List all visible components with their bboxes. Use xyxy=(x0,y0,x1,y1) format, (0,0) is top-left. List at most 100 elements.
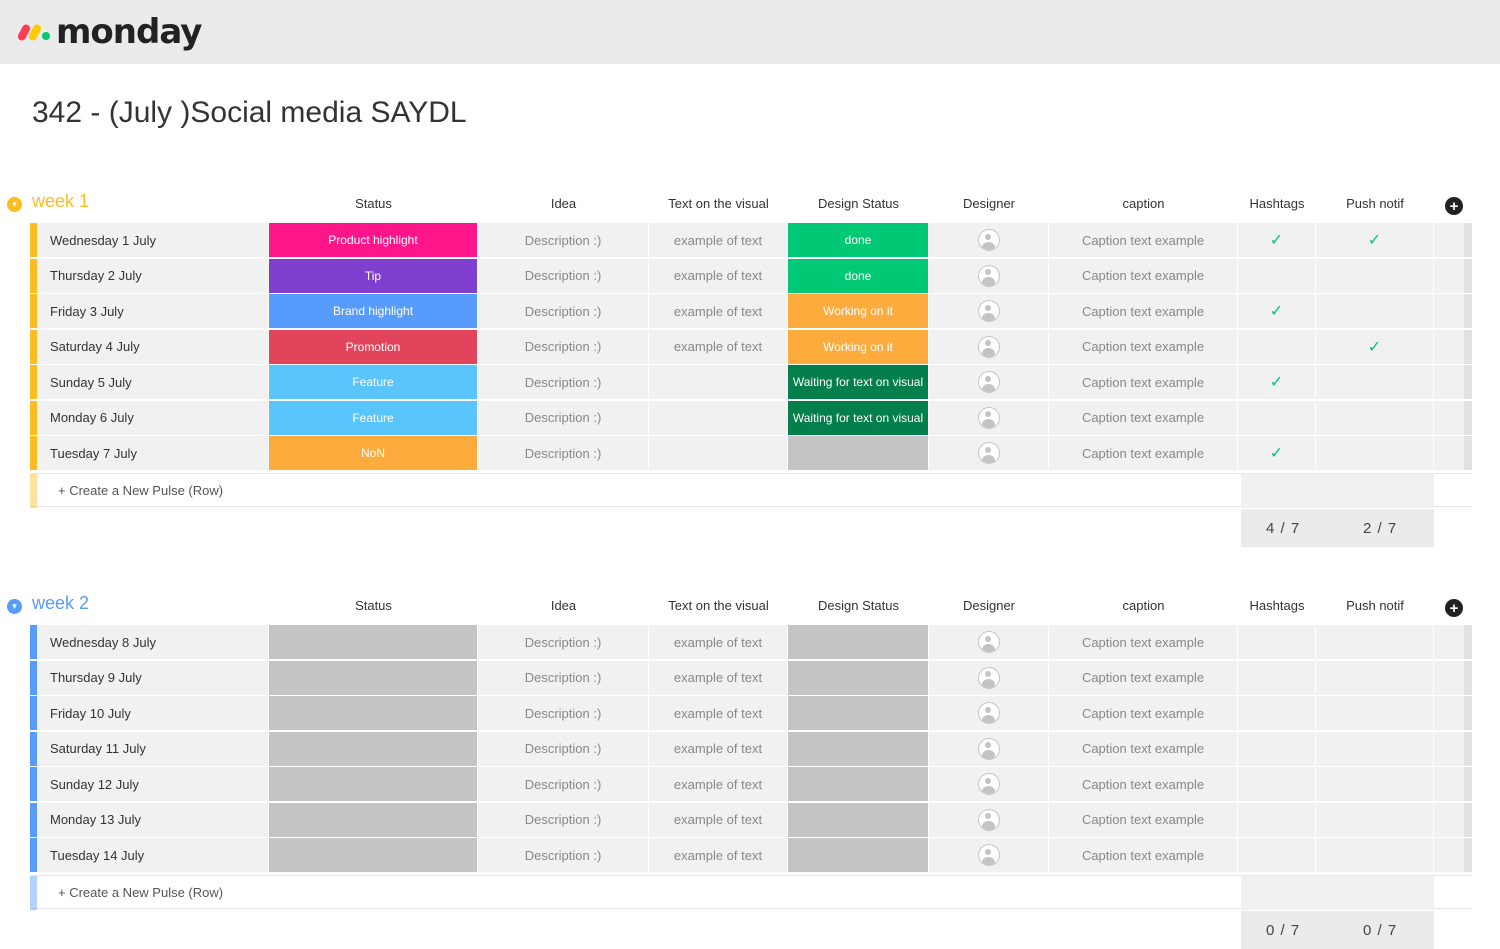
caption-cell[interactable]: Caption text example xyxy=(1049,660,1238,695)
text-on-visual-cell[interactable]: example of text xyxy=(649,731,788,766)
table-row[interactable]: Monday 6 July Feature Description :) Waitin… xyxy=(30,400,1472,435)
idea-cell[interactable]: Description :) xyxy=(478,625,649,659)
add-column-icon[interactable]: + xyxy=(1445,197,1463,215)
add-column-icon[interactable]: + xyxy=(1445,599,1463,617)
text-on-visual-cell[interactable] xyxy=(649,400,788,435)
status-cell[interactable]: NoN xyxy=(269,436,478,470)
column-header-caption[interactable]: caption xyxy=(1122,598,1165,613)
pulse-name[interactable]: Sunday 5 July xyxy=(37,365,269,399)
push-notif-checkbox[interactable] xyxy=(1316,365,1434,399)
design-status-cell[interactable] xyxy=(788,696,929,730)
table-row[interactable]: Tuesday 7 July NoN Description :) Caption t… xyxy=(30,436,1472,470)
push-notif-checkbox[interactable] xyxy=(1316,400,1434,435)
pulse-name[interactable]: Friday 10 July xyxy=(37,696,269,730)
person-avatar-icon[interactable] xyxy=(977,229,1000,251)
designer-cell[interactable] xyxy=(929,625,1049,659)
column-header-idea[interactable]: Idea xyxy=(550,196,577,211)
person-avatar-icon[interactable] xyxy=(977,335,1000,358)
text-on-visual-cell[interactable] xyxy=(649,436,788,470)
person-avatar-icon[interactable] xyxy=(977,442,1000,464)
idea-cell[interactable]: Description :) xyxy=(478,731,649,766)
person-avatar-icon[interactable] xyxy=(977,264,1000,287)
table-row[interactable]: Sunday 12 July Description :) example of t… xyxy=(30,767,1472,801)
push-notif-checkbox[interactable] xyxy=(1316,838,1434,872)
designer-cell[interactable] xyxy=(929,294,1049,328)
design-status-cell[interactable] xyxy=(788,802,929,837)
caption-cell[interactable]: Caption text example xyxy=(1049,329,1238,364)
column-header-idea[interactable]: Idea xyxy=(550,598,577,613)
person-avatar-icon[interactable] xyxy=(977,702,1000,724)
group-title[interactable]: week 1 xyxy=(32,191,90,211)
hashtags-checkbox[interactable]: ✓ xyxy=(1238,223,1316,257)
design-status-cell[interactable]: Working on it xyxy=(788,294,929,328)
designer-cell[interactable] xyxy=(929,400,1049,435)
scrollbar-track[interactable] xyxy=(1464,660,1472,695)
status-cell[interactable]: Tip xyxy=(269,258,478,293)
designer-cell[interactable] xyxy=(929,731,1049,766)
status-cell[interactable] xyxy=(269,696,478,730)
design-status-cell[interactable] xyxy=(788,731,929,766)
designer-cell[interactable] xyxy=(929,802,1049,837)
text-on-visual-cell[interactable]: example of text xyxy=(649,767,788,801)
caption-cell[interactable]: Caption text example xyxy=(1049,802,1238,837)
hashtags-checkbox[interactable] xyxy=(1238,400,1316,435)
pulse-name[interactable]: Wednesday 1 July xyxy=(37,223,269,257)
push-notif-checkbox[interactable] xyxy=(1316,660,1434,695)
hashtags-checkbox[interactable] xyxy=(1238,329,1316,364)
table-row[interactable]: Saturday 11 July Description :) example of… xyxy=(30,731,1472,766)
text-on-visual-cell[interactable]: example of text xyxy=(649,625,788,659)
pulse-name[interactable]: Monday 6 July xyxy=(37,400,269,435)
idea-cell[interactable]: Description :) xyxy=(478,660,649,695)
text-on-visual-cell[interactable]: example of text xyxy=(649,696,788,730)
column-header-status[interactable]: Status xyxy=(355,598,392,613)
designer-cell[interactable] xyxy=(929,329,1049,364)
caption-cell[interactable]: Caption text example xyxy=(1049,625,1238,659)
push-notif-checkbox[interactable] xyxy=(1316,625,1434,659)
status-cell[interactable] xyxy=(269,625,478,659)
column-header-push-notif[interactable]: Push notif xyxy=(1346,598,1404,613)
text-on-visual-cell[interactable]: example of text xyxy=(649,329,788,364)
person-avatar-icon[interactable] xyxy=(977,666,1000,689)
table-row[interactable]: Wednesday 1 July Product highlight Descrip… xyxy=(30,223,1472,257)
push-notif-checkbox[interactable]: ✓ xyxy=(1316,329,1434,364)
idea-cell[interactable]: Description :) xyxy=(478,838,649,872)
push-notif-checkbox[interactable] xyxy=(1316,767,1434,801)
scrollbar-track[interactable] xyxy=(1464,400,1472,435)
person-avatar-icon[interactable] xyxy=(977,631,1000,653)
person-avatar-icon[interactable] xyxy=(977,371,1000,393)
designer-cell[interactable] xyxy=(929,767,1049,801)
pulse-name[interactable]: Saturday 4 July xyxy=(37,329,269,364)
pulse-name[interactable]: Tuesday 7 July xyxy=(37,436,269,470)
scrollbar-track[interactable] xyxy=(1464,436,1472,470)
table-row[interactable]: Thursday 2 July Tip Description :) example … xyxy=(30,258,1472,293)
scrollbar-track[interactable] xyxy=(1464,731,1472,766)
designer-cell[interactable] xyxy=(929,436,1049,470)
idea-cell[interactable]: Description :) xyxy=(478,329,649,364)
column-header-hashtags[interactable]: Hashtags xyxy=(1249,196,1305,211)
caption-cell[interactable]: Caption text example xyxy=(1049,365,1238,399)
hashtags-checkbox[interactable]: ✓ xyxy=(1238,436,1316,470)
design-status-cell[interactable]: done xyxy=(788,223,929,257)
caption-cell[interactable]: Caption text example xyxy=(1049,436,1238,470)
push-notif-checkbox[interactable]: ✓ xyxy=(1316,223,1434,257)
caption-cell[interactable]: Caption text example xyxy=(1049,767,1238,801)
hashtags-checkbox[interactable] xyxy=(1238,767,1316,801)
idea-cell[interactable]: Description :) xyxy=(478,802,649,837)
board-title[interactable]: 342 - (July )Social media SAYDL xyxy=(32,96,467,129)
table-row[interactable]: Friday 3 July Brand highlight Description … xyxy=(30,294,1472,328)
status-cell[interactable] xyxy=(269,731,478,766)
design-status-cell[interactable] xyxy=(788,838,929,872)
design-status-cell[interactable] xyxy=(788,660,929,695)
idea-cell[interactable]: Description :) xyxy=(478,258,649,293)
create-pulse-row[interactable]: + Create a New Pulse (Row) xyxy=(30,472,1472,508)
pulse-name[interactable]: Sunday 12 July xyxy=(37,767,269,801)
column-header-caption[interactable]: caption xyxy=(1122,196,1165,211)
idea-cell[interactable]: Description :) xyxy=(478,696,649,730)
text-on-visual-cell[interactable]: example of text xyxy=(649,660,788,695)
designer-cell[interactable] xyxy=(929,258,1049,293)
idea-cell[interactable]: Description :) xyxy=(478,365,649,399)
caption-cell[interactable]: Caption text example xyxy=(1049,258,1238,293)
status-cell[interactable] xyxy=(269,767,478,801)
idea-cell[interactable]: Description :) xyxy=(478,223,649,257)
pulse-name[interactable]: Wednesday 8 July xyxy=(37,625,269,659)
